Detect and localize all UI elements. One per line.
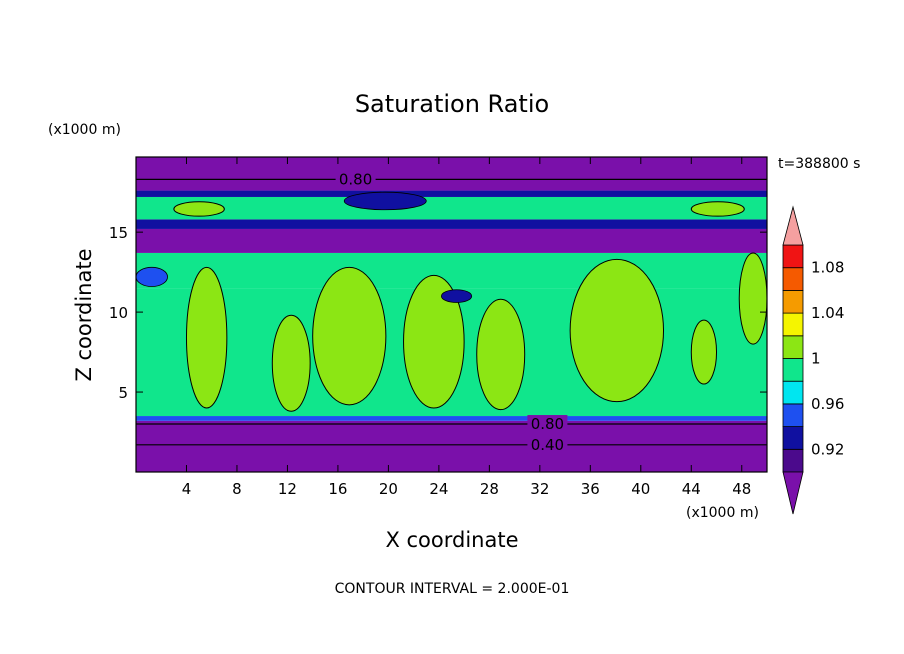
field-layer — [136, 196, 767, 220]
plot-frame — [135, 156, 768, 473]
contour-interval-note: CONTOUR INTERVAL = 2.000E-01 — [335, 581, 570, 597]
chart-title: Saturation Ratio — [355, 90, 549, 118]
colorbar-tick-label: 1.04 — [811, 304, 844, 322]
dry-pocket — [135, 266, 168, 287]
colorbar-swatch — [782, 312, 804, 337]
dry-pocket — [441, 289, 473, 303]
colorbar-under-arrow — [782, 471, 804, 515]
x-tick-label: 28 — [480, 480, 499, 498]
colorbar-swatch — [782, 448, 804, 473]
colorbar-swatch — [782, 358, 804, 382]
supersaturated-region — [569, 258, 665, 403]
x-tick-label: 44 — [682, 480, 701, 498]
x-tick-label: 32 — [530, 480, 549, 498]
x-tick-label: 16 — [328, 480, 347, 498]
plot-field — [135, 157, 768, 472]
field-layer — [136, 420, 767, 472]
supersaturated-region — [185, 266, 228, 409]
colorbar-swatch — [782, 403, 804, 427]
colorbar-swatch — [782, 426, 804, 450]
supersaturated-region — [690, 201, 745, 217]
contour-label: 0.80 — [531, 415, 564, 433]
time-label: t=388800 s — [778, 156, 860, 172]
y-tick-label: 15 — [109, 224, 128, 242]
y-unit-label: (x1000 m) — [48, 122, 121, 138]
field-layer — [136, 228, 767, 253]
x-axis: 4 8 12 16 20 24 28 32 36 40 44 48 — [182, 157, 751, 498]
y-axis-label: Z coordinate — [72, 248, 96, 381]
field-layer — [136, 219, 767, 229]
contour-label-bg — [335, 170, 376, 189]
x-tick-label: 24 — [429, 480, 448, 498]
contour-label-bg — [527, 435, 568, 454]
supersaturated-region — [403, 274, 465, 409]
colorbar-over-arrow — [782, 205, 804, 246]
supersaturated-region — [312, 266, 387, 406]
y-tick-label: 5 — [118, 384, 128, 402]
field-layer — [136, 416, 767, 421]
colorbar: 0.92 0.96 1 1.04 1.08 — [782, 205, 844, 515]
field-layer — [136, 190, 767, 197]
y-tick-label: 10 — [109, 304, 128, 322]
x-tick-label: 12 — [278, 480, 297, 498]
colorbar-swatch — [782, 335, 804, 359]
dry-pocket — [343, 191, 427, 211]
colorbar-swatch — [782, 289, 804, 314]
contour-label: 0.40 — [531, 436, 564, 454]
contour-label: 0.80 — [339, 170, 372, 188]
x-tick-label: 48 — [732, 480, 751, 498]
colorbar-tick-label: 1.08 — [811, 259, 844, 277]
supersaturated-region — [738, 252, 768, 345]
supersaturated-region — [690, 319, 718, 385]
x-tick-label: 4 — [182, 480, 192, 498]
supersaturated-region — [476, 298, 526, 411]
supersaturated-region — [173, 201, 225, 217]
field-layer — [136, 252, 767, 289]
colorbar-tick-label: 1 — [811, 350, 821, 368]
colorbar-swatch — [782, 244, 804, 269]
x-unit-label: (x1000 m) — [686, 505, 759, 521]
field-layer — [136, 157, 767, 191]
x-tick-label: 20 — [379, 480, 398, 498]
colorbar-tick-label: 0.92 — [811, 440, 844, 458]
contour-labels: 0.80 0.80 0.40 — [136, 170, 767, 454]
x-axis-label: X coordinate — [385, 528, 518, 552]
colorbar-swatch — [782, 267, 804, 291]
x-tick-label: 8 — [232, 480, 242, 498]
x-tick-label: 40 — [631, 480, 650, 498]
supersaturated-region — [271, 314, 311, 412]
contour-label-bg — [527, 415, 568, 434]
colorbar-swatch — [782, 380, 804, 405]
colorbar-tick-label: 0.96 — [811, 395, 844, 413]
y-axis: 5 10 15 — [109, 224, 767, 402]
x-tick-label: 36 — [581, 480, 600, 498]
